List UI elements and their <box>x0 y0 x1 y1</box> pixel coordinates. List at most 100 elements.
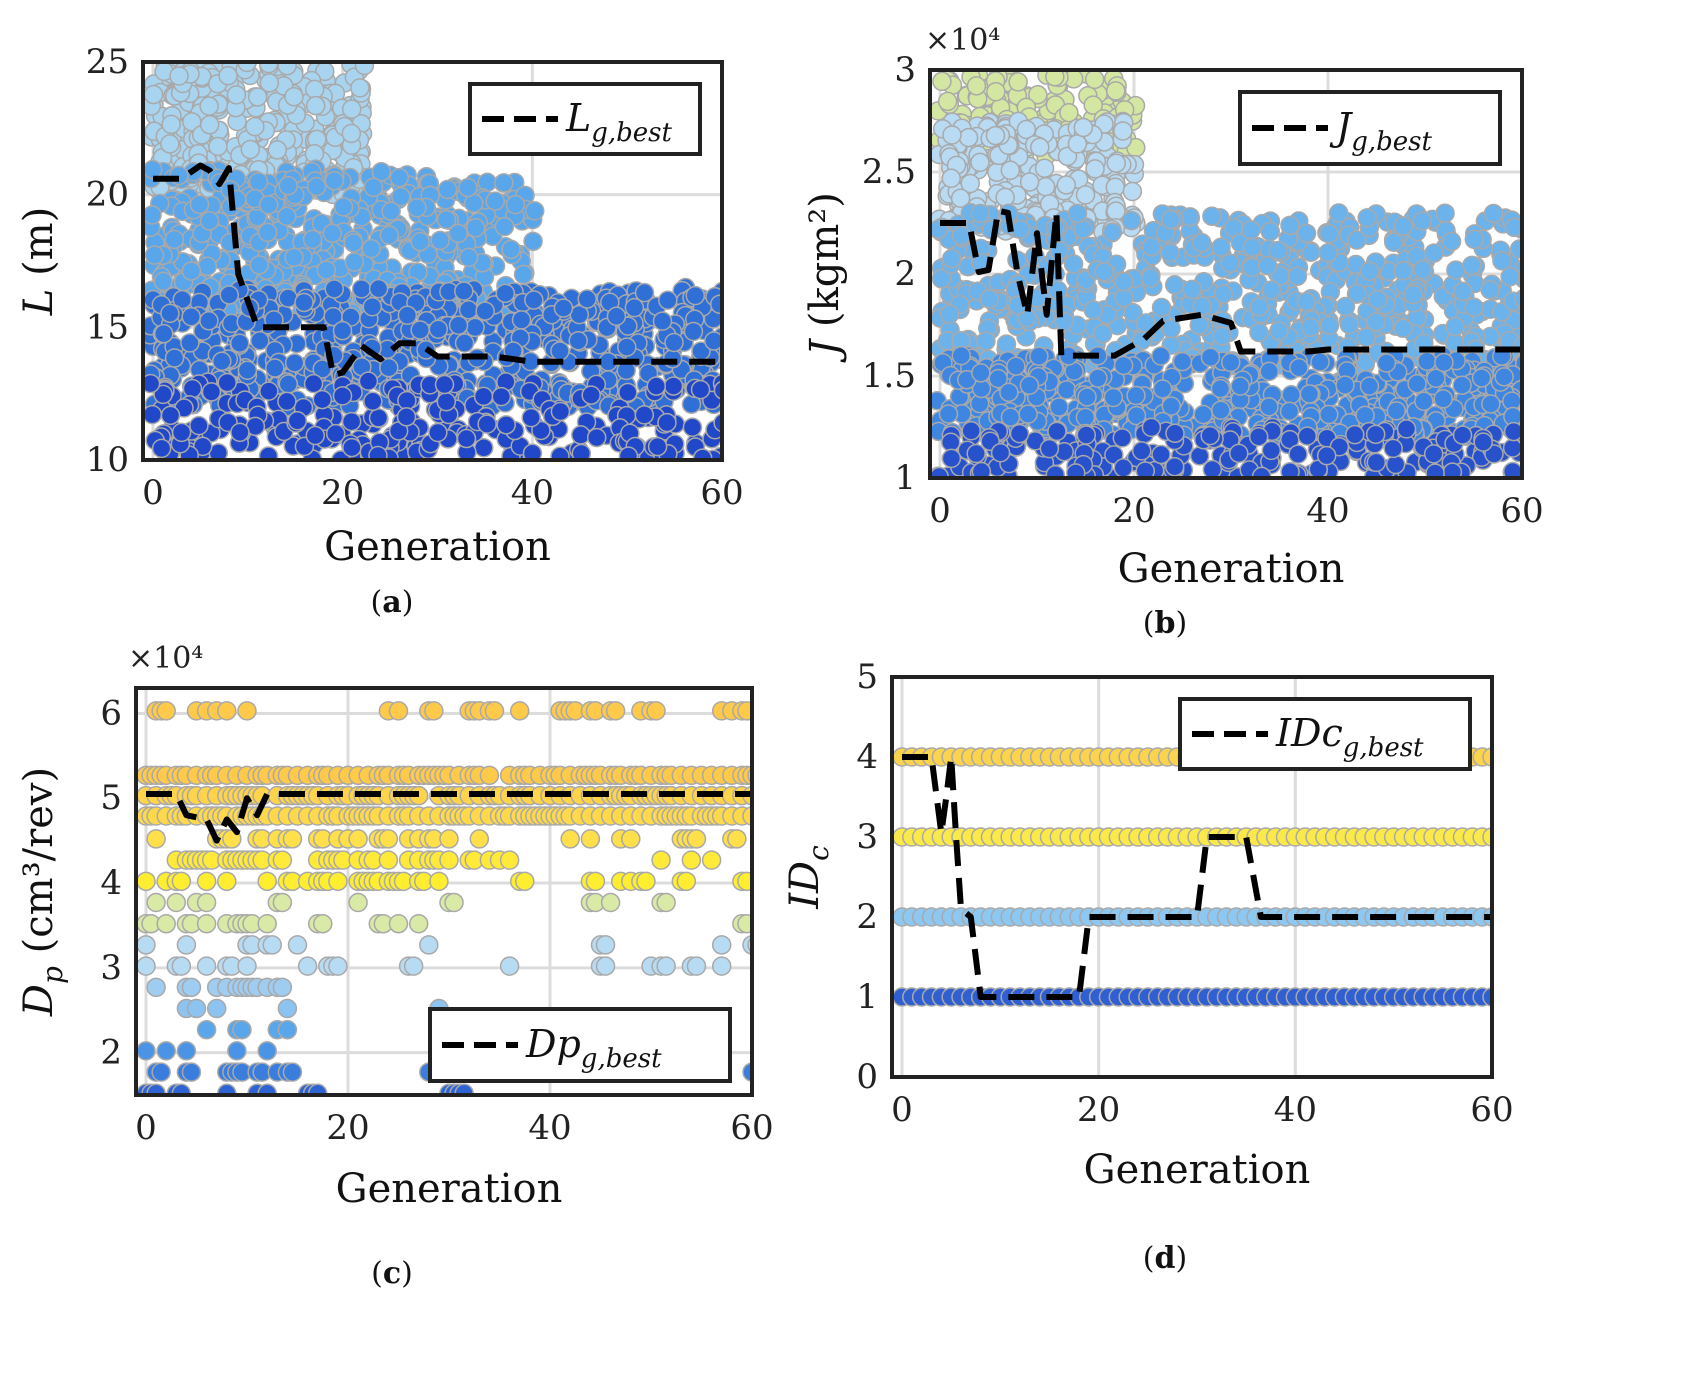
data-point <box>217 372 237 393</box>
data-point <box>171 871 192 892</box>
data-point <box>585 871 606 892</box>
data-point <box>272 892 293 913</box>
data-point <box>160 405 181 426</box>
data-point <box>621 829 641 849</box>
data-point <box>976 331 996 351</box>
data-point <box>1113 355 1134 376</box>
data-point <box>151 1062 171 1082</box>
data-point <box>686 829 707 849</box>
data-point <box>737 913 752 934</box>
data-point <box>491 386 512 407</box>
data-point <box>249 255 269 275</box>
data-point <box>485 191 505 211</box>
data-point <box>495 283 516 304</box>
data-point <box>257 913 277 934</box>
data-point <box>1509 239 1522 259</box>
data-point <box>361 238 381 259</box>
data-point <box>1296 291 1317 312</box>
data-point <box>658 290 678 310</box>
data-point <box>484 701 505 721</box>
data-point <box>477 414 497 434</box>
data-point <box>1257 256 1278 276</box>
data-point <box>937 91 958 112</box>
data-point <box>1161 209 1181 230</box>
x-tick-label: 60 <box>700 473 743 513</box>
data-point <box>181 306 201 327</box>
data-point <box>277 998 298 1019</box>
data-point <box>1347 230 1367 250</box>
data-point <box>153 323 174 344</box>
best-series-line <box>940 207 1522 359</box>
data-point <box>272 850 293 870</box>
data-point <box>1200 347 1221 367</box>
data-point <box>988 368 1008 389</box>
data-point <box>1049 397 1069 417</box>
data-point <box>232 1019 252 1040</box>
data-point <box>1384 232 1404 252</box>
data-point <box>342 437 362 458</box>
data-point <box>172 289 193 310</box>
data-point <box>312 389 333 410</box>
data-point <box>1482 747 1492 767</box>
data-point <box>258 446 279 460</box>
data-point <box>388 913 409 934</box>
data-point <box>1213 284 1234 304</box>
data-point <box>1417 351 1437 371</box>
data-point <box>999 382 1019 403</box>
data-point <box>568 331 588 351</box>
data-point <box>1141 236 1162 257</box>
data-point <box>605 701 626 721</box>
data-point <box>1151 444 1171 465</box>
data-point <box>436 391 457 412</box>
data-point <box>143 205 162 225</box>
data-point <box>571 425 591 445</box>
data-point <box>966 443 986 464</box>
data-point <box>509 701 530 721</box>
data-point <box>218 65 238 86</box>
data-point <box>388 701 409 721</box>
data-point <box>458 300 479 320</box>
data-point <box>990 443 1011 463</box>
data-point <box>950 188 971 209</box>
data-point <box>396 407 417 427</box>
data-point <box>192 436 213 457</box>
data-point <box>1211 237 1231 257</box>
data-point <box>1435 203 1455 223</box>
data-point <box>410 320 430 340</box>
y-axis-label: L (m) <box>16 207 62 316</box>
data-point <box>259 73 280 93</box>
data-point <box>686 956 707 976</box>
y-tick-label: 4 <box>100 863 122 903</box>
data-point <box>1424 243 1444 263</box>
data-point <box>1092 324 1113 344</box>
data-point <box>151 438 172 459</box>
data-point <box>494 173 514 193</box>
data-point <box>454 333 475 353</box>
data-point <box>230 422 250 443</box>
data-point <box>226 85 247 105</box>
data-point <box>1335 296 1356 317</box>
y-tick-label: 2 <box>856 897 878 937</box>
data-point <box>524 290 544 310</box>
data-point <box>1365 424 1386 445</box>
data-point <box>1016 119 1037 140</box>
data-point <box>378 829 399 849</box>
data-point <box>1221 352 1241 373</box>
data-point <box>250 330 270 351</box>
data-point <box>430 230 450 251</box>
data-point <box>1296 223 1317 244</box>
y-tick-label: 2 <box>894 254 916 294</box>
data-point <box>1141 417 1162 438</box>
data-point <box>247 87 268 107</box>
data-point <box>322 223 343 244</box>
best-series-line <box>902 754 1492 1000</box>
y-tick-label: 1.5 <box>862 356 916 396</box>
data-point <box>143 404 163 425</box>
data-point <box>436 209 457 230</box>
data-point <box>1261 440 1282 461</box>
data-point <box>1280 462 1300 478</box>
y-tick-label: 10 <box>86 440 129 480</box>
data-point <box>1268 240 1289 261</box>
data-point <box>171 422 192 443</box>
